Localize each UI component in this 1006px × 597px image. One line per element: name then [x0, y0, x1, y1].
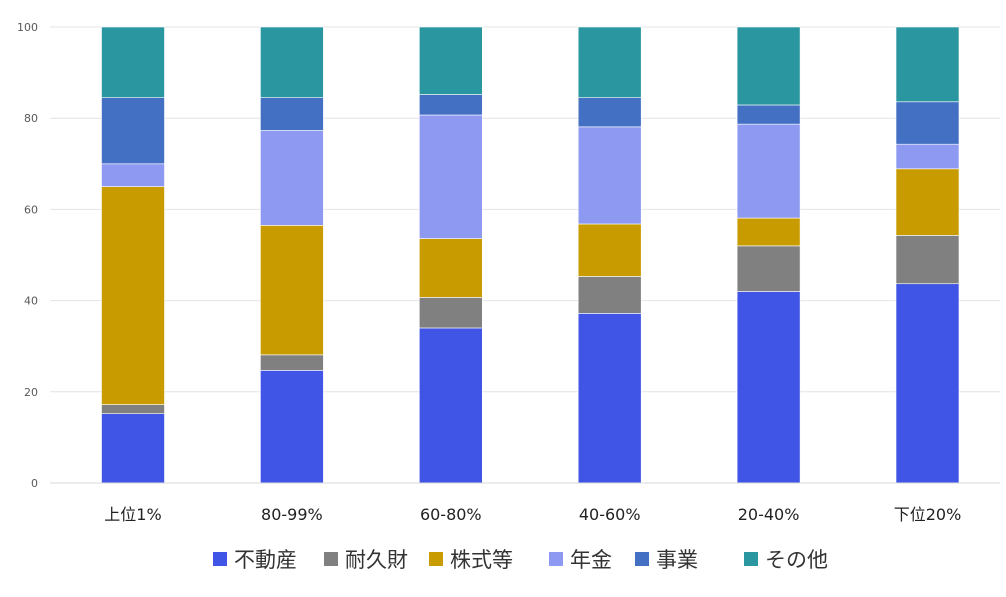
- bar-segment: [895, 143, 960, 170]
- y-tick-label: 80: [24, 112, 38, 125]
- bar-segment: [260, 130, 324, 226]
- bar-segment: [577, 276, 642, 314]
- x-category-label: 20-40%: [738, 505, 800, 524]
- bar-segment: [895, 283, 960, 484]
- bar-segment: [736, 217, 801, 247]
- bar-segment: [418, 297, 483, 329]
- gridlines: [50, 26, 1000, 393]
- legend-label: その他: [765, 548, 828, 572]
- x-axis-category-labels: 上位1% 80-99% 60-80% 40-60% 20-40% 下位20%: [104, 505, 961, 524]
- y-tick-label: 40: [24, 295, 38, 308]
- bar-segment: [577, 313, 642, 484]
- legend-swatch: [635, 552, 649, 566]
- x-category-label: 40-60%: [579, 505, 641, 524]
- legend-swatch: [429, 552, 443, 566]
- bar-segment: [895, 235, 960, 285]
- bar-segment: [418, 94, 483, 116]
- bar-segment: [101, 163, 165, 187]
- legend-label: 年金: [570, 548, 612, 572]
- legend-label: 耐久財: [345, 548, 408, 572]
- x-category-label: 60-80%: [420, 505, 482, 524]
- y-tick-label: 0: [31, 477, 38, 490]
- bar-segment: [736, 26, 801, 106]
- bar-segment: [101, 97, 165, 165]
- y-axis-tick-labels: 0 20 40 60 80 100: [17, 21, 38, 490]
- bar-segment: [101, 186, 165, 405]
- bar-segment: [736, 123, 801, 219]
- legend-label: 事業: [656, 548, 698, 572]
- legend-swatch: [744, 552, 758, 566]
- bar-segment: [260, 97, 324, 131]
- bar-segment: [101, 404, 165, 414]
- bar-segment: [101, 26, 165, 98]
- bar-segment: [260, 225, 324, 356]
- bar-segment: [260, 370, 324, 484]
- bar-segment: [577, 223, 642, 277]
- bar-segment: [736, 245, 801, 292]
- legend-swatch: [549, 552, 563, 566]
- bar-segment: [418, 327, 483, 484]
- bar-segment: [418, 238, 483, 298]
- bar-segment: [418, 26, 483, 95]
- legend-label: 不動産: [234, 548, 297, 572]
- y-tick-label: 20: [24, 386, 38, 399]
- bar-segment: [101, 413, 165, 484]
- x-category-label: 80-99%: [261, 505, 323, 524]
- y-tick-label: 100: [17, 21, 38, 34]
- bar-segment: [895, 26, 960, 103]
- legend-label: 株式等: [450, 548, 513, 572]
- bar-segment: [895, 101, 960, 145]
- legend: 不動産 耐久財 株式等 年金 事業 その他: [213, 548, 828, 572]
- bar-segment: [577, 126, 642, 225]
- legend-swatch: [324, 552, 338, 566]
- bar-segment: [418, 114, 483, 239]
- bar-segment: [895, 168, 960, 236]
- bar-segment: [260, 354, 324, 371]
- bar-segment: [736, 291, 801, 484]
- bar-segment: [577, 97, 642, 128]
- bar-segment: [577, 26, 642, 98]
- bar-segment: [736, 104, 801, 125]
- y-tick-label: 60: [24, 203, 38, 216]
- bar-segment: [260, 26, 324, 98]
- legend-swatch: [213, 552, 227, 566]
- x-category-label: 下位20%: [894, 505, 962, 524]
- bars: [101, 26, 960, 484]
- x-category-label: 上位1%: [104, 505, 161, 524]
